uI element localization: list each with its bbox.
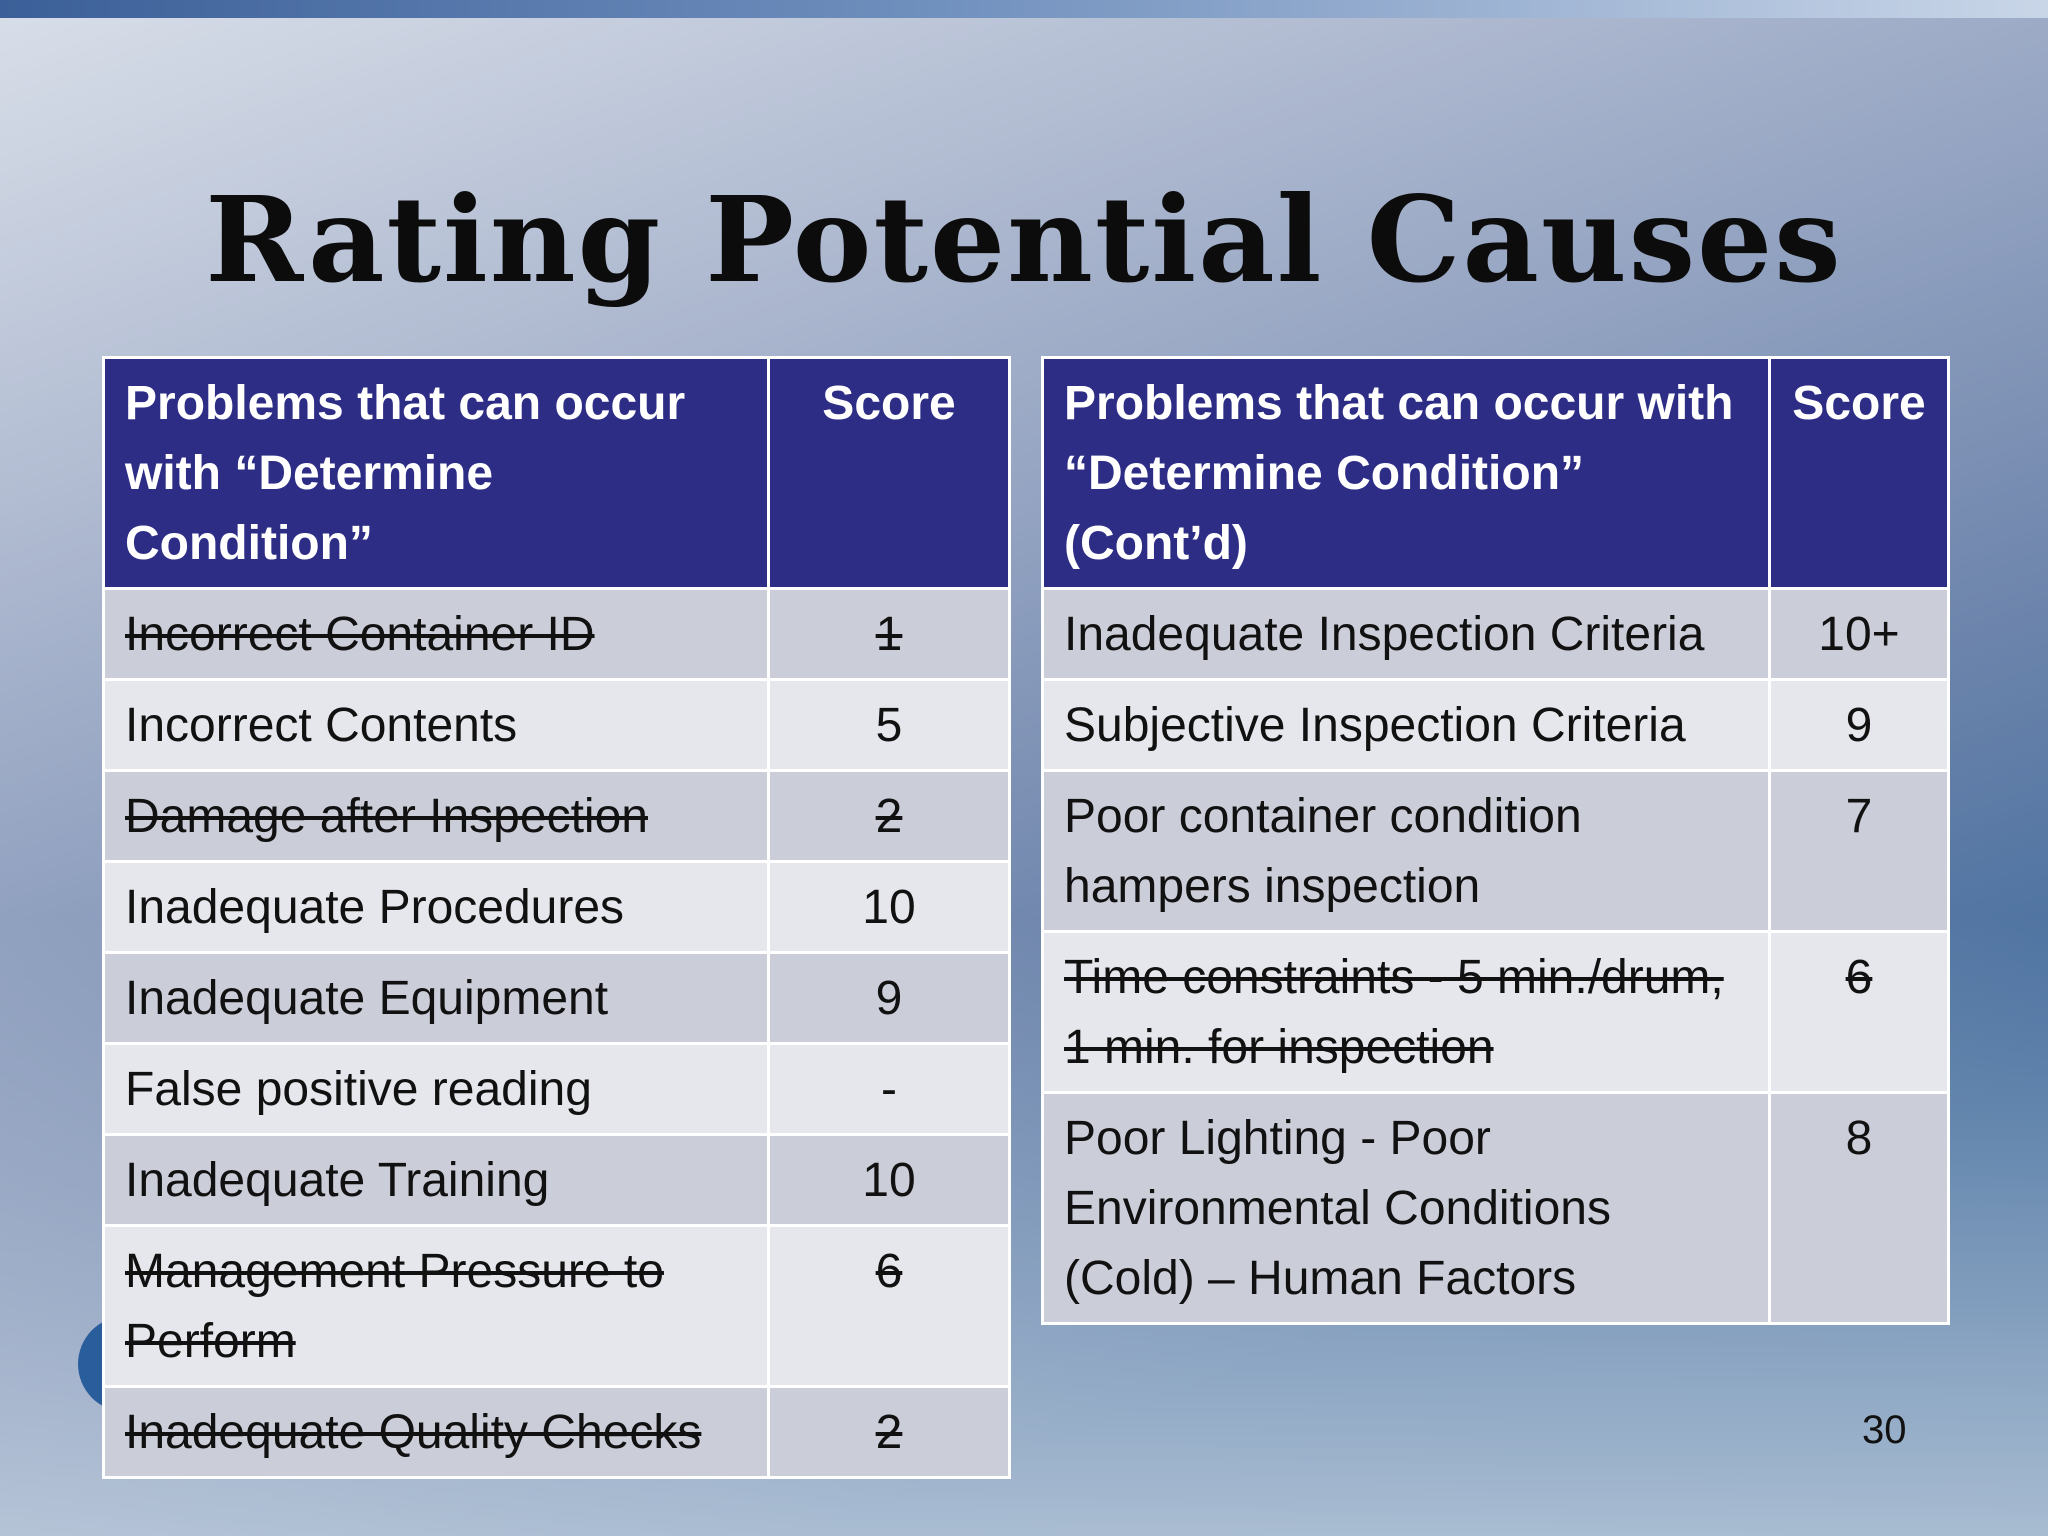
table-row: Inadequate Training 10: [102, 1133, 1011, 1227]
slide-number: 30: [1862, 1408, 1907, 1452]
score-cell: 6: [767, 1224, 1011, 1388]
table-header-row: Problems that can occur with “Determine …: [1041, 356, 1950, 590]
score-cell: 9: [1768, 678, 1950, 772]
score-cell: 10+: [1768, 587, 1950, 681]
table-row: Inadequate Quality Checks 2: [102, 1385, 1011, 1479]
table-row: Inadequate Inspection Criteria 10+: [1041, 587, 1950, 681]
problem-cell: Inadequate Quality Checks: [102, 1385, 770, 1479]
table-row: Inadequate Equipment 9: [102, 951, 1011, 1045]
table-row: False positive reading -: [102, 1042, 1011, 1136]
problem-cell: Incorrect Contents: [102, 678, 770, 772]
problem-cell: Inadequate Equipment: [102, 951, 770, 1045]
top-accent-bar: [0, 0, 2048, 18]
table-row: Damage after Inspection 2: [102, 769, 1011, 863]
problem-cell: Inadequate Inspection Criteria: [1041, 587, 1771, 681]
score-cell: 6: [1768, 930, 1950, 1094]
problem-cell: False positive reading: [102, 1042, 770, 1136]
problem-cell: Time constraints - 5 min./drum, 1 min. f…: [1041, 930, 1771, 1094]
table-row: Inadequate Procedures 10: [102, 860, 1011, 954]
problem-cell: Incorrect Container ID: [102, 587, 770, 681]
table-header-row: Problems that can occur with “Determine …: [102, 356, 1011, 590]
table-row: Incorrect Container ID 1: [102, 587, 1011, 681]
score-cell: 2: [767, 769, 1011, 863]
problem-cell: Inadequate Procedures: [102, 860, 770, 954]
score-cell: 10: [767, 860, 1011, 954]
left-table-body: Incorrect Container ID 1 Incorrect Content…: [102, 587, 1011, 1479]
problem-cell: Subjective Inspection Criteria: [1041, 678, 1771, 772]
problem-cell: Inadequate Training: [102, 1133, 770, 1227]
score-cell: 5: [767, 678, 1011, 772]
score-cell: 2: [767, 1385, 1011, 1479]
score-cell: 9: [767, 951, 1011, 1045]
score-cell: 1: [767, 587, 1011, 681]
table-row: Management Pressure to Perform 6: [102, 1224, 1011, 1388]
problem-cell: Damage after Inspection: [102, 769, 770, 863]
problem-cell: Poor container condition hampers inspect…: [1041, 769, 1771, 933]
problem-column-header: Problems that can occur with “Determine …: [102, 356, 770, 590]
right-rating-table: Problems that can occur with “Determine …: [1041, 356, 1950, 1325]
problem-column-header: Problems that can occur with “Determine …: [1041, 356, 1771, 590]
table-row: Incorrect Contents 5: [102, 678, 1011, 772]
slide-title: Rating Potential Causes: [205, 170, 1843, 309]
table-row: Time constraints - 5 min./drum, 1 min. f…: [1041, 930, 1950, 1094]
table-row: Subjective Inspection Criteria 9: [1041, 678, 1950, 772]
problem-cell: Management Pressure to Perform: [102, 1224, 770, 1388]
problem-cell: Poor Lighting - Poor Environmental Condi…: [1041, 1091, 1771, 1325]
score-column-header: Score: [767, 356, 1011, 590]
score-cell: -: [767, 1042, 1011, 1136]
score-cell: 10: [767, 1133, 1011, 1227]
right-table-body: Inadequate Inspection Criteria 10+ Subject…: [1041, 587, 1950, 1325]
score-cell: 7: [1768, 769, 1950, 933]
left-rating-table: Problems that can occur with “Determine …: [102, 356, 1011, 1479]
score-cell: 8: [1768, 1091, 1950, 1325]
table-row: Poor Lighting - Poor Environmental Condi…: [1041, 1091, 1950, 1325]
table-row: Poor container condition hampers inspect…: [1041, 769, 1950, 933]
score-column-header: Score: [1768, 356, 1950, 590]
